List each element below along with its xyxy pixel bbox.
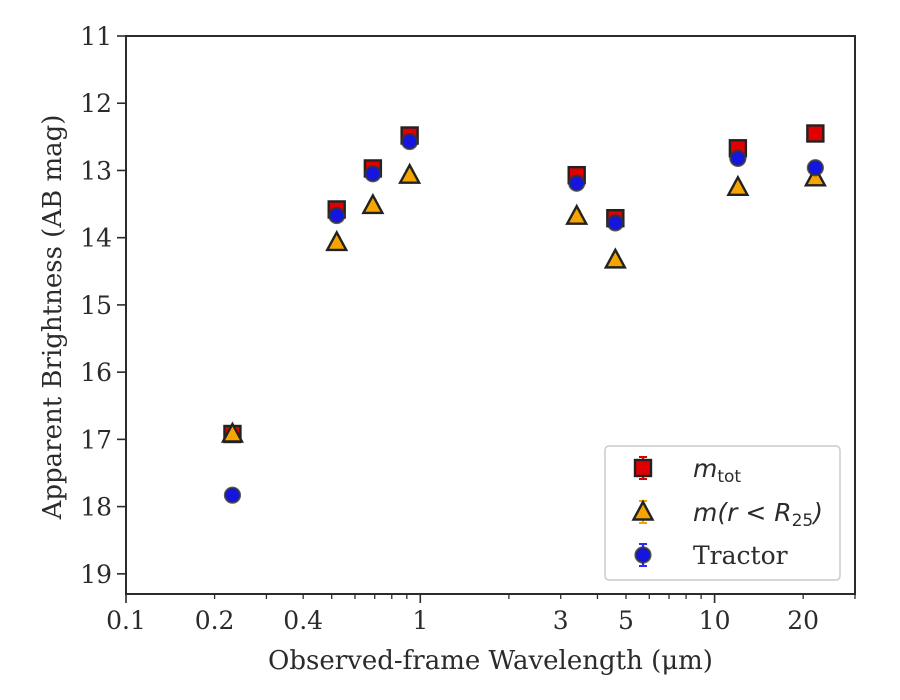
triangle-point (361, 192, 385, 215)
y-tick-label: 14 (80, 224, 112, 253)
y-tick-label: 13 (80, 156, 112, 185)
x-tick-label: 3 (553, 606, 569, 635)
series-circle (223, 132, 824, 504)
circle-point (729, 149, 747, 167)
x-axis-title: Observed-frame Wavelength (μm) (268, 646, 713, 676)
series-square (223, 124, 825, 444)
triangle-point (565, 203, 589, 225)
legend: mtot m(r < R25) Tractor (604, 445, 841, 581)
triangle-point (325, 229, 349, 252)
circle-point (364, 165, 382, 183)
square-point (806, 124, 825, 143)
x-axis-ticks: 0.1 0.2 0.4 1 3 5 10 20 (106, 594, 856, 635)
legend-entry: m(r < R25) (631, 498, 823, 531)
x-tick-label: 0.2 (195, 606, 235, 635)
y-tick-label: 16 (80, 358, 112, 387)
y-tick-label: 17 (80, 425, 112, 454)
circle-point (606, 214, 624, 232)
plot-frame (125, 35, 856, 595)
triangle-point (603, 247, 627, 269)
circle-point (328, 206, 346, 225)
y-tick-label: 18 (80, 493, 112, 522)
triangle-point (398, 162, 422, 184)
x-tick-label: 0.4 (283, 606, 323, 635)
legend-circle-marker (634, 546, 652, 564)
series-triangle (220, 162, 827, 443)
legend-square-marker (633, 458, 653, 478)
circle-point (806, 159, 824, 177)
y-tick-label: 12 (80, 89, 112, 118)
triangle-point (220, 421, 244, 443)
x-tick-label: 0.1 (106, 606, 146, 635)
y-axis-title: Apparent Brightness (AB mag) (38, 115, 68, 521)
y-tick-label: 11 (80, 22, 112, 51)
x-tick-label: 20 (787, 606, 819, 635)
x-tick-label: 5 (618, 606, 634, 635)
y-tick-label: 19 (80, 560, 112, 589)
legend-label: m(r < R25) (693, 498, 823, 531)
y-tick-label: 15 (80, 291, 112, 320)
triangle-point (726, 174, 750, 196)
legend-box (604, 445, 841, 581)
x-tick-label: 10 (699, 606, 731, 635)
y-axis-ticks: 11 12 13 14 15 16 17 18 19 (80, 22, 126, 589)
legend-triangle-marker (631, 499, 655, 521)
circle-point (223, 486, 242, 504)
legend-entry: Tractor (634, 541, 788, 570)
data-points-layer (220, 124, 827, 504)
circle-point (401, 132, 419, 151)
legend-entry: mtot (633, 454, 741, 487)
circle-point (568, 174, 586, 192)
x-tick-label: 1 (412, 606, 428, 635)
legend-label: Tractor (693, 541, 788, 570)
triangle-point (803, 165, 827, 187)
legend-label: mtot (693, 454, 741, 487)
